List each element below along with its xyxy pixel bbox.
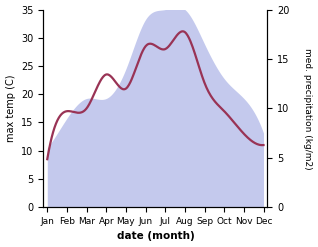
Y-axis label: med. precipitation (kg/m2): med. precipitation (kg/m2) [303,48,313,169]
Y-axis label: max temp (C): max temp (C) [5,75,16,142]
X-axis label: date (month): date (month) [116,231,194,242]
